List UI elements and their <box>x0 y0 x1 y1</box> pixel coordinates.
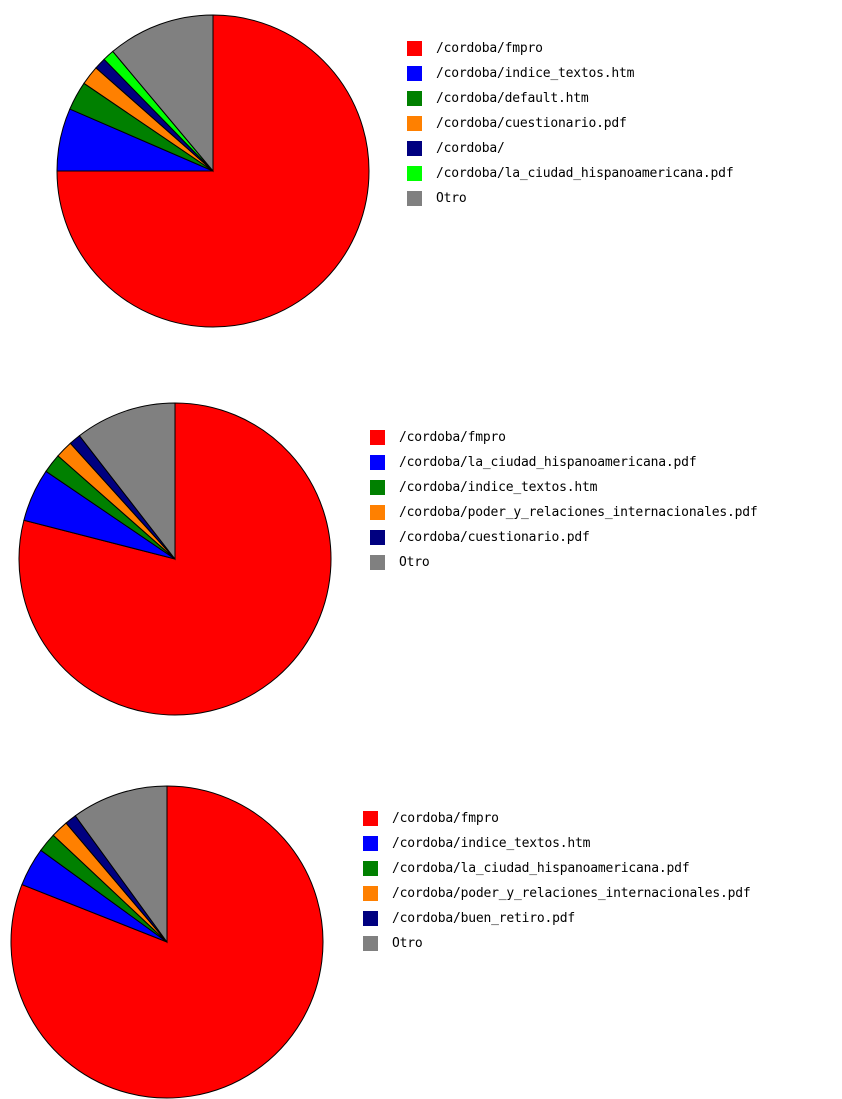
legend-label: Otro <box>392 936 423 951</box>
legend-2: /cordoba/fmpro/cordoba/la_ciudad_hispano… <box>370 425 758 575</box>
legend-item: /cordoba/indice_textos.htm <box>363 831 750 856</box>
legend-label: /cordoba/default.htm <box>436 91 589 106</box>
pie-chart-3: /cordoba/fmpro/cordoba/indice_textos.htm… <box>0 775 842 1099</box>
legend-label: /cordoba/cuestionario.pdf <box>436 116 627 131</box>
legend-1: /cordoba/fmpro/cordoba/indice_textos.htm… <box>407 36 734 211</box>
legend-label: /cordoba/la_ciudad_hispanoamericana.pdf <box>392 861 690 876</box>
legend-label: /cordoba/indice_textos.htm <box>399 480 598 495</box>
legend-label: /cordoba/la_ciudad_hispanoamericana.pdf <box>436 166 734 181</box>
pie-slice-6 <box>78 402 176 561</box>
legend-swatch <box>370 480 385 495</box>
legend-swatch <box>370 430 385 445</box>
legend-swatch <box>370 555 385 570</box>
legend-swatch <box>370 455 385 470</box>
legend-label: /cordoba/fmpro <box>436 41 543 56</box>
legend-swatch <box>363 936 378 951</box>
legend-label: /cordoba/poder_y_relaciones_internaciona… <box>399 505 758 520</box>
legend-item: /cordoba/indice_textos.htm <box>407 61 733 86</box>
pie-slice-7 <box>112 14 214 173</box>
legend-item: Otro <box>407 186 733 211</box>
pie-3 <box>10 785 324 1099</box>
legend-item: /cordoba/indice_textos.htm <box>370 475 757 500</box>
legend-item: /cordoba/poder_y_relaciones_internaciona… <box>363 881 751 906</box>
legend-label: Otro <box>399 555 430 570</box>
legend-label: /cordoba/cuestionario.pdf <box>399 530 590 545</box>
legend-swatch <box>407 91 422 106</box>
legend-label: /cordoba/la_ciudad_hispanoamericana.pdf <box>399 455 697 470</box>
pie-chart-2: /cordoba/fmpro/cordoba/la_ciudad_hispano… <box>0 390 842 720</box>
legend-swatch <box>370 530 385 545</box>
pie-2 <box>18 402 332 716</box>
legend-label: /cordoba/indice_textos.htm <box>392 836 591 851</box>
legend-swatch <box>407 116 422 131</box>
legend-swatch <box>407 166 422 181</box>
legend-item: /cordoba/la_ciudad_hispanoamericana.pdf <box>370 450 757 475</box>
legend-swatch <box>407 41 422 56</box>
legend-label: Otro <box>436 191 467 206</box>
legend-swatch <box>370 505 385 520</box>
legend-item: /cordoba/cuestionario.pdf <box>370 525 757 550</box>
legend-item: Otro <box>363 931 750 956</box>
legend-label: /cordoba/ <box>436 141 505 156</box>
legend-item: /cordoba/fmpro <box>370 425 757 450</box>
legend-swatch <box>363 836 378 851</box>
legend-swatch <box>363 911 378 926</box>
legend-item: /cordoba/la_ciudad_hispanoamericana.pdf <box>363 856 750 881</box>
legend-item: /cordoba/fmpro <box>363 806 750 831</box>
pie-slice-1 <box>18 402 332 716</box>
legend-item: /cordoba/buen_retiro.pdf <box>363 906 750 931</box>
legend-item: Otro <box>370 550 757 575</box>
pie-1 <box>56 14 370 328</box>
legend-swatch <box>407 191 422 206</box>
legend-3: /cordoba/fmpro/cordoba/indice_textos.htm… <box>363 806 751 956</box>
legend-label: /cordoba/fmpro <box>392 811 499 826</box>
legend-swatch <box>363 886 378 901</box>
legend-label: /cordoba/indice_textos.htm <box>436 66 635 81</box>
legend-swatch <box>407 141 422 156</box>
pie-slice-1 <box>56 14 370 328</box>
legend-item: /cordoba/la_ciudad_hispanoamericana.pdf <box>407 161 734 186</box>
legend-label: /cordoba/poder_y_relaciones_internaciona… <box>392 886 751 901</box>
legend-item: /cordoba/default.htm <box>407 86 733 111</box>
legend-label: /cordoba/buen_retiro.pdf <box>392 911 576 926</box>
legend-item: /cordoba/ <box>407 136 733 161</box>
legend-item: /cordoba/fmpro <box>407 36 733 61</box>
legend-item: /cordoba/poder_y_relaciones_internaciona… <box>370 500 758 525</box>
legend-item: /cordoba/cuestionario.pdf <box>407 111 733 136</box>
pie-slice-6 <box>74 785 168 944</box>
legend-label: /cordoba/fmpro <box>399 430 506 445</box>
legend-swatch <box>363 811 378 826</box>
legend-swatch <box>407 66 422 81</box>
legend-swatch <box>363 861 378 876</box>
pie-chart-1: /cordoba/fmpro/cordoba/indice_textos.htm… <box>0 0 842 340</box>
